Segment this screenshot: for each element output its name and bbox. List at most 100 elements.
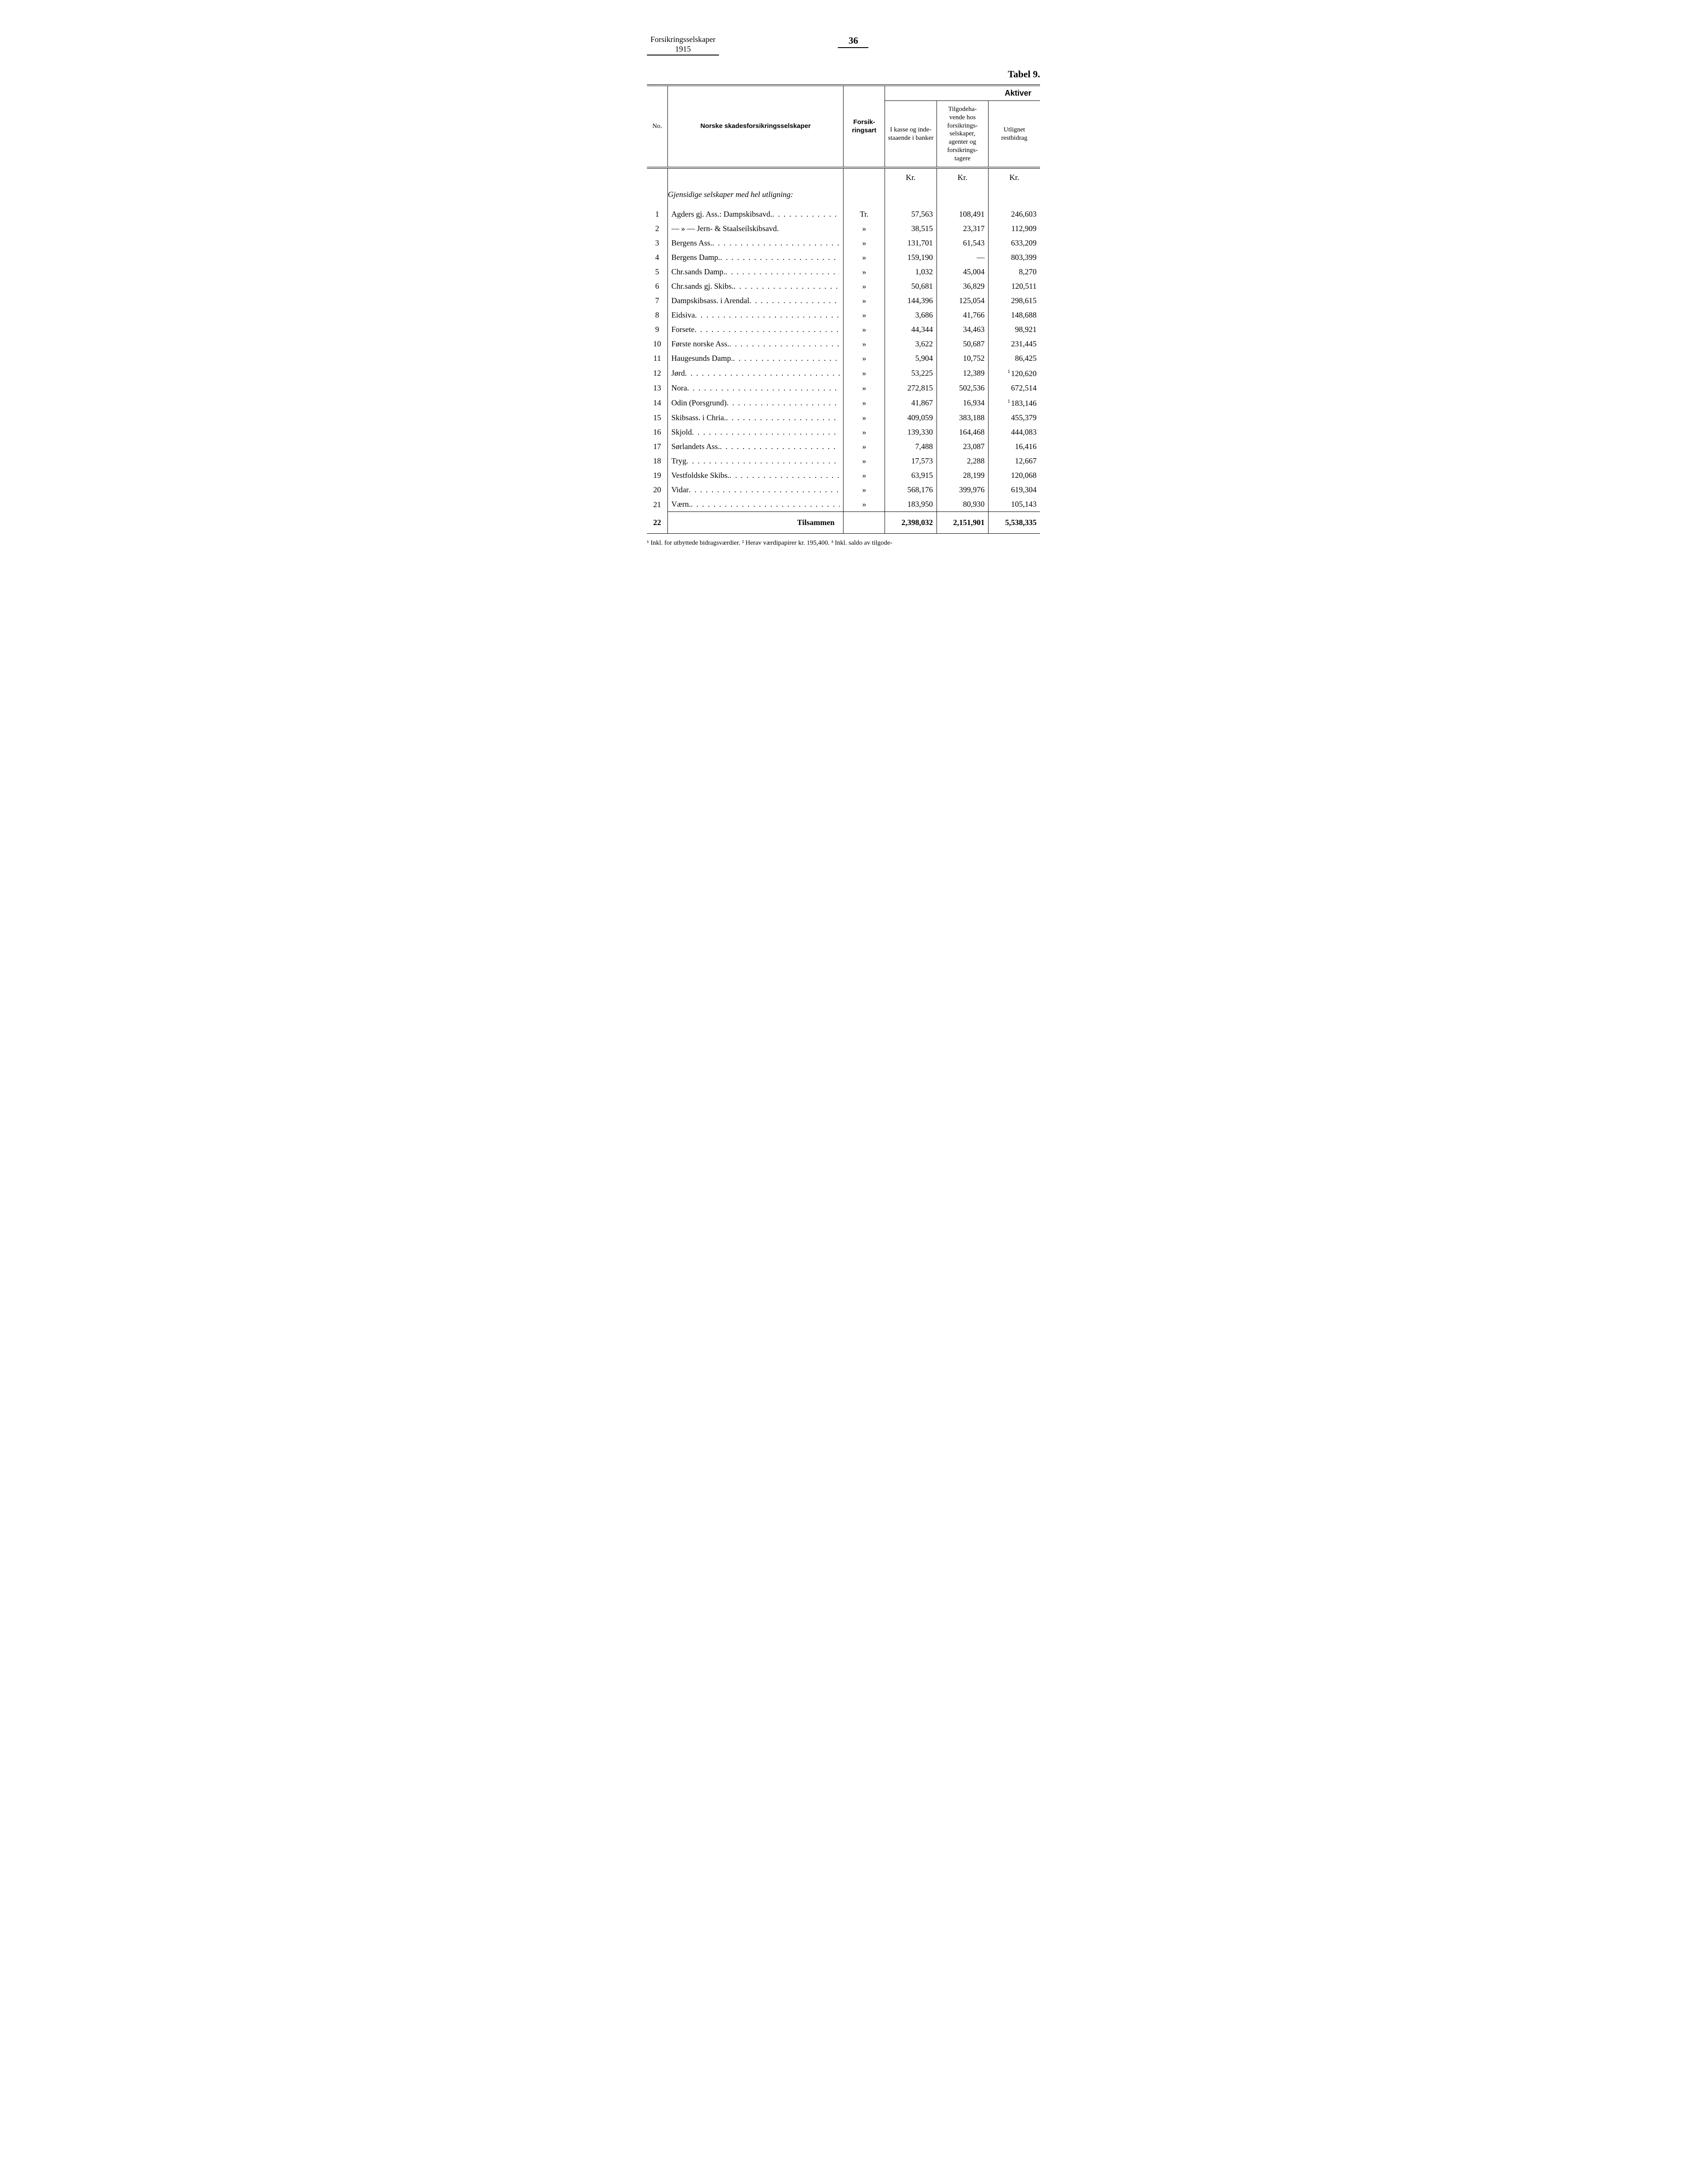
- row-art: »: [844, 337, 885, 351]
- row-c1: 17,573: [885, 454, 937, 468]
- row-no: 14: [647, 395, 667, 411]
- row-c3: 455,379: [989, 411, 1040, 425]
- row-art: »: [844, 279, 885, 294]
- row-c2: —: [937, 250, 988, 265]
- row-c1: 38,515: [885, 221, 937, 236]
- unit-c2: Kr.: [937, 168, 988, 184]
- row-c3: 246,603: [989, 207, 1040, 221]
- row-c2: 61,543: [937, 236, 988, 250]
- row-c1: 131,701: [885, 236, 937, 250]
- company-name: Vidar: [671, 485, 689, 494]
- table-row: 13Nora»272,815502,536672,514: [647, 381, 1040, 395]
- row-c3: 120,511: [989, 279, 1040, 294]
- row-no: 16: [647, 425, 667, 439]
- row-c2: 399,976: [937, 483, 988, 497]
- section-title: Gjensidige selskaper med hel utligning:: [667, 184, 844, 207]
- row-art: »: [844, 439, 885, 454]
- company-name: Chr.sands gj. Skibs.: [671, 282, 734, 291]
- row-c3: 1183,146: [989, 395, 1040, 411]
- page: Forsikringsselskaper 1915 36 Tabel 9. No…: [647, 35, 1040, 548]
- main-table: No. Norske skadesforsikringsselskaper Fo…: [647, 84, 1040, 534]
- row-c2: 28,199: [937, 468, 988, 483]
- row-c3: 148,688: [989, 308, 1040, 322]
- unit-c1: Kr.: [885, 168, 937, 184]
- row-c2: 502,536: [937, 381, 988, 395]
- row-c1: 57,563: [885, 207, 937, 221]
- leader-dots: [695, 325, 840, 334]
- row-c2: 45,004: [937, 265, 988, 279]
- row-c1: 183,950: [885, 497, 937, 512]
- company-name: Værn.: [671, 500, 691, 509]
- row-c2: 125,054: [937, 294, 988, 308]
- table-label: Tabel 9.: [647, 69, 1040, 80]
- row-art: Tr.: [844, 207, 885, 221]
- footnote-mark: 1: [1008, 398, 1010, 404]
- table-row: 21Værn.»183,95080,930105,143: [647, 497, 1040, 512]
- row-c1: 50,681: [885, 279, 937, 294]
- row-c1: 1,032: [885, 265, 937, 279]
- table-row: 7Dampskibsass. i Arendal»144,396125,0542…: [647, 294, 1040, 308]
- company-name: Nora: [671, 384, 687, 393]
- company-name: Odin (Porsgrund): [671, 398, 727, 408]
- doc-title: Forsikringsselskaper: [650, 35, 716, 45]
- row-no: 17: [647, 439, 667, 454]
- row-c3: 8,270: [989, 265, 1040, 279]
- table-row: 2— » — Jern- & Staalseilskibsavd.»38,515…: [647, 221, 1040, 236]
- company-name: Chr.sands Damp.: [671, 267, 726, 276]
- row-c1: 144,396: [885, 294, 937, 308]
- row-no: 21: [647, 497, 667, 512]
- table-row: 16Skjold»139,330164,468444,083: [647, 425, 1040, 439]
- row-c2: 108,491: [937, 207, 988, 221]
- company-name: Første norske Ass.: [671, 339, 729, 349]
- row-art: »: [844, 454, 885, 468]
- row-art: »: [844, 250, 885, 265]
- row-no: 6: [647, 279, 667, 294]
- row-c1: 3,686: [885, 308, 937, 322]
- leader-dots: [685, 369, 840, 378]
- row-no: 8: [647, 308, 667, 322]
- row-c2: 50,687: [937, 337, 988, 351]
- leader-dots: [720, 253, 840, 262]
- leader-dots: [687, 384, 840, 393]
- company-name: Bergens Ass.: [671, 238, 712, 248]
- row-no: 4: [647, 250, 667, 265]
- row-c3: 231,445: [989, 337, 1040, 351]
- row-art: »: [844, 483, 885, 497]
- company-name: Eidsiva: [671, 311, 695, 320]
- row-no: 9: [647, 322, 667, 337]
- leader-dots: [729, 339, 840, 349]
- row-c2: 164,468: [937, 425, 988, 439]
- row-c2: 10,752: [937, 351, 988, 366]
- row-c3: 298,615: [989, 294, 1040, 308]
- col-art-header: Forsik- ringsart: [844, 85, 885, 168]
- row-c3: 444,083: [989, 425, 1040, 439]
- leader-dots: [725, 267, 840, 276]
- leader-dots: [720, 442, 840, 451]
- row-c3: 105,143: [989, 497, 1040, 512]
- row-no: 13: [647, 381, 667, 395]
- row-art: »: [844, 236, 885, 250]
- leader-dots: [686, 456, 840, 466]
- row-c1: 272,815: [885, 381, 937, 395]
- row-c2: 36,829: [937, 279, 988, 294]
- company-name: Haugesunds Damp.: [671, 354, 733, 363]
- table-row: 15Skibsass. i Chria.»409,059383,188455,3…: [647, 411, 1040, 425]
- row-art: »: [844, 308, 885, 322]
- footnote-mark: 1: [1008, 368, 1010, 374]
- row-c2: 80,930: [937, 497, 988, 512]
- row-no: 18: [647, 454, 667, 468]
- page-number: 36: [838, 35, 868, 48]
- col-c3-header: Utlignet restbidrag: [989, 101, 1040, 168]
- col-no-header: No.: [647, 85, 667, 168]
- row-c2: 16,934: [937, 395, 988, 411]
- leader-dots: [733, 354, 840, 363]
- row-no: 19: [647, 468, 667, 483]
- table-row: 3Bergens Ass.»131,70161,543633,209: [647, 236, 1040, 250]
- company-name: Skibsass. i Chria.: [671, 413, 726, 422]
- leader-dots: [733, 282, 840, 291]
- col-c2-header: Tilgodeha- vende hos forsikrings- selska…: [937, 101, 988, 168]
- company-name: Vestfoldske Skibs.: [671, 471, 729, 480]
- sum-c1: 2,398,032: [885, 512, 937, 534]
- table-row: 6 Chr.sands gj. Skibs. »50,68136,829120,51…: [647, 279, 1040, 294]
- table-row: 11Haugesunds Damp.»5,90410,75286,425: [647, 351, 1040, 366]
